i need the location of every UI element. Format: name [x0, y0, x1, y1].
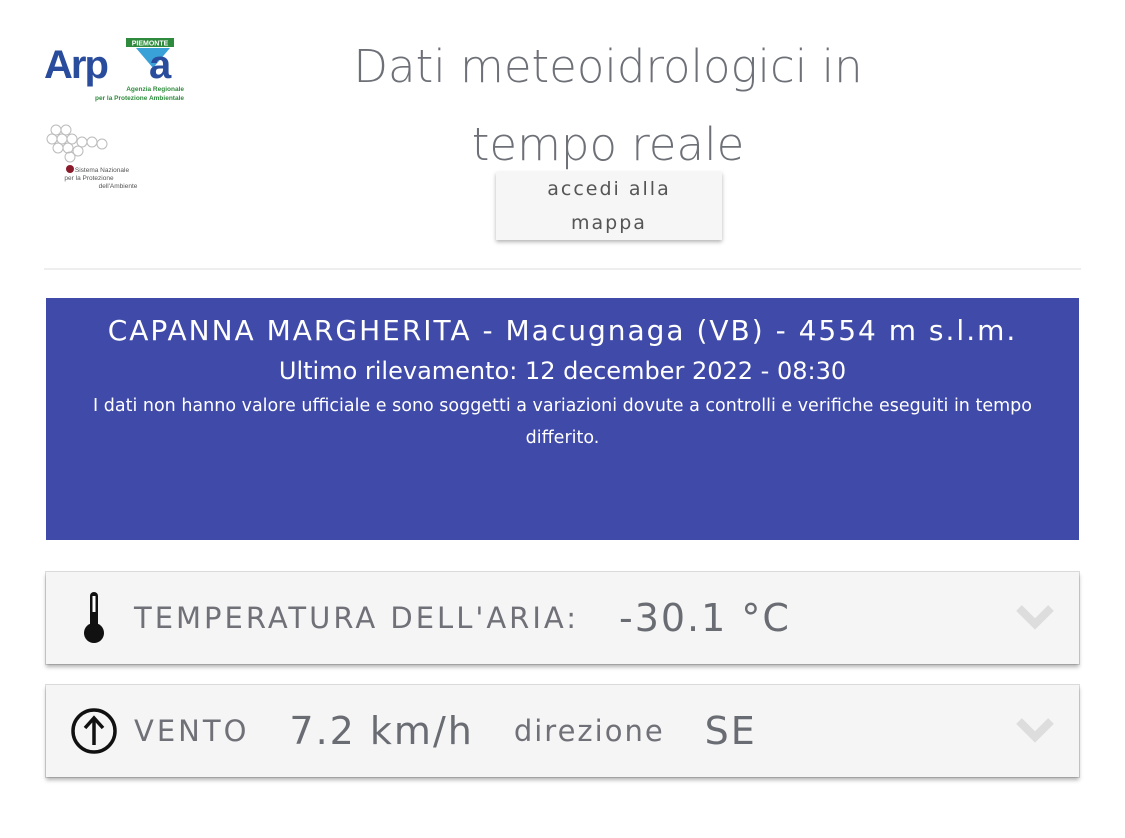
wind-card[interactable]: VENTO 7.2 km/h direzione SE	[46, 685, 1079, 777]
svg-text:PIEMONTE: PIEMONTE	[132, 41, 169, 48]
station-name: CAPANNA MARGHERITA - Macugnaga (VB) - 45…	[107, 314, 1018, 347]
title-line-1: Dati meteoidrologici in	[353, 40, 863, 93]
temperature-card[interactable]: TEMPERATURA DELL'ARIA: -30.1 °C	[46, 572, 1079, 664]
chevron-down-icon[interactable]	[1015, 602, 1055, 630]
snpa-logo: Sistema Nazionale per la Protezione dell…	[46, 124, 138, 190]
svg-text:Arp: Arp	[44, 43, 107, 87]
chevron-down-icon[interactable]	[1015, 715, 1055, 743]
svg-text:Agenzia Regionale: Agenzia Regionale	[126, 86, 184, 93]
last-update: Ultimo rilevamento: 12 december 2022 - 0…	[278, 357, 847, 385]
title-line-2: tempo reale	[471, 118, 745, 171]
map-button-line-2: mappa	[571, 212, 647, 234]
arrow-up-circle-icon	[64, 707, 124, 755]
temperature-label: TEMPERATURA DELL'ARIA:	[134, 601, 579, 635]
wind-speed: 7.2 km/h	[289, 709, 474, 753]
svg-text:a: a	[149, 43, 172, 87]
svg-text:Sistema Nazionale: Sistema Nazionale	[75, 167, 130, 174]
wind-direction-label: direzione	[513, 714, 665, 748]
arpa-logo: PIEMONTE Arp a Agenzia Regionale per la …	[44, 38, 184, 102]
thermometer-icon	[64, 592, 124, 644]
open-map-button[interactable]: accedi alla mappa	[496, 172, 722, 240]
svg-text:per la Protezione Ambientale: per la Protezione Ambientale	[95, 95, 184, 102]
divider	[44, 268, 1081, 270]
page-title: Dati meteoidrologici in tempo reale	[300, 28, 916, 184]
svg-text:dell'Ambiente: dell'Ambiente	[99, 183, 138, 190]
map-button-line-1: accedi alla	[547, 178, 671, 200]
wind-direction: SE	[704, 709, 757, 753]
svg-text:per la Protezione: per la Protezione	[64, 175, 114, 182]
wind-label: VENTO	[134, 714, 250, 748]
station-banner: CAPANNA MARGHERITA - Macugnaga (VB) - 45…	[46, 298, 1079, 540]
temperature-value: -30.1 °C	[618, 596, 791, 640]
disclaimer: I dati non hanno valore ufficiale e sono…	[93, 396, 1032, 448]
